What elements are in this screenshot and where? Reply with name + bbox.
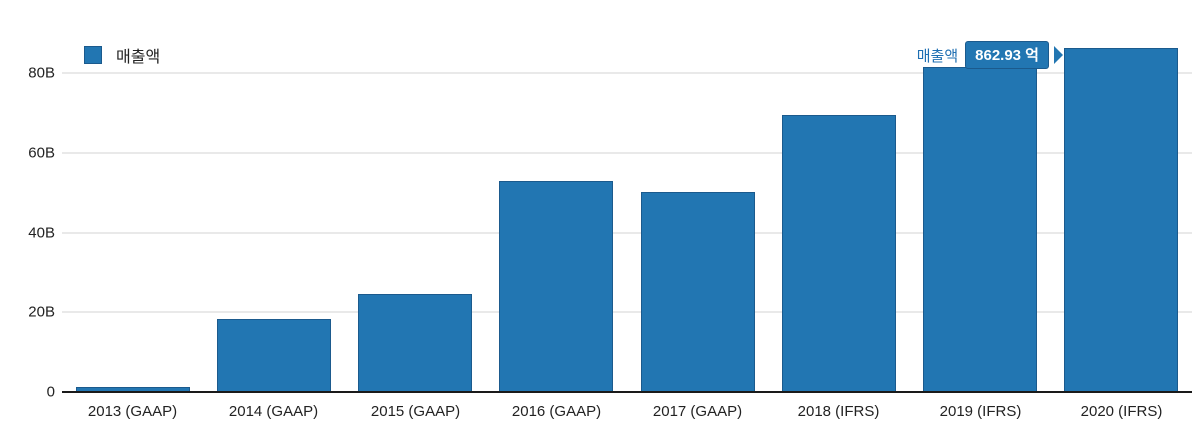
y-axis-tick-label: 0 bbox=[46, 383, 55, 401]
tooltip-callout: 매출액 862.93 억 bbox=[917, 41, 1063, 69]
bar-2020[interactable] bbox=[1064, 48, 1178, 392]
bar-2019[interactable] bbox=[923, 67, 1037, 392]
x-axis-tick-label: 2016 (GAAP) bbox=[511, 403, 602, 420]
legend-label: 매출액 bbox=[116, 49, 161, 66]
bar-2016[interactable] bbox=[499, 181, 613, 392]
gridline bbox=[62, 232, 1192, 234]
tooltip-arrow-icon bbox=[1054, 46, 1063, 64]
x-axis-tick-label: 2015 (GAAP) bbox=[370, 403, 461, 420]
bar-2017[interactable] bbox=[641, 192, 755, 392]
y-axis-tick-label: 20B bbox=[28, 303, 55, 321]
x-axis-line bbox=[62, 391, 1192, 393]
gridline bbox=[62, 72, 1192, 74]
x-axis-tick-label: 2018 (IFRS) bbox=[797, 403, 880, 420]
bar-2015[interactable] bbox=[358, 294, 472, 392]
x-axis-tick-label: 2014 (GAAP) bbox=[228, 403, 319, 420]
x-axis-tick-label: 2017 (GAAP) bbox=[652, 403, 743, 420]
tooltip-series-label: 매출액 bbox=[916, 47, 959, 65]
bar-2018[interactable] bbox=[782, 115, 896, 392]
bar-2014[interactable] bbox=[217, 319, 331, 392]
y-axis-tick-label: 80B bbox=[28, 64, 55, 82]
legend-item-revenue[interactable]: 매출액 bbox=[84, 43, 160, 67]
x-axis-tick-label: 2013 (GAAP) bbox=[87, 403, 178, 420]
gridline bbox=[62, 152, 1192, 154]
y-axis-tick-label: 60B bbox=[28, 144, 55, 162]
tooltip-value: 862.93 억 bbox=[975, 47, 1039, 64]
x-axis-tick-label: 2020 (IFRS) bbox=[1080, 403, 1163, 420]
legend-swatch-icon bbox=[84, 46, 102, 64]
gridline bbox=[62, 311, 1192, 313]
x-axis-tick-label: 2019 (IFRS) bbox=[939, 403, 1022, 420]
tooltip-value-box: 862.93 억 bbox=[965, 41, 1049, 69]
y-axis-tick-label: 40B bbox=[28, 224, 55, 242]
